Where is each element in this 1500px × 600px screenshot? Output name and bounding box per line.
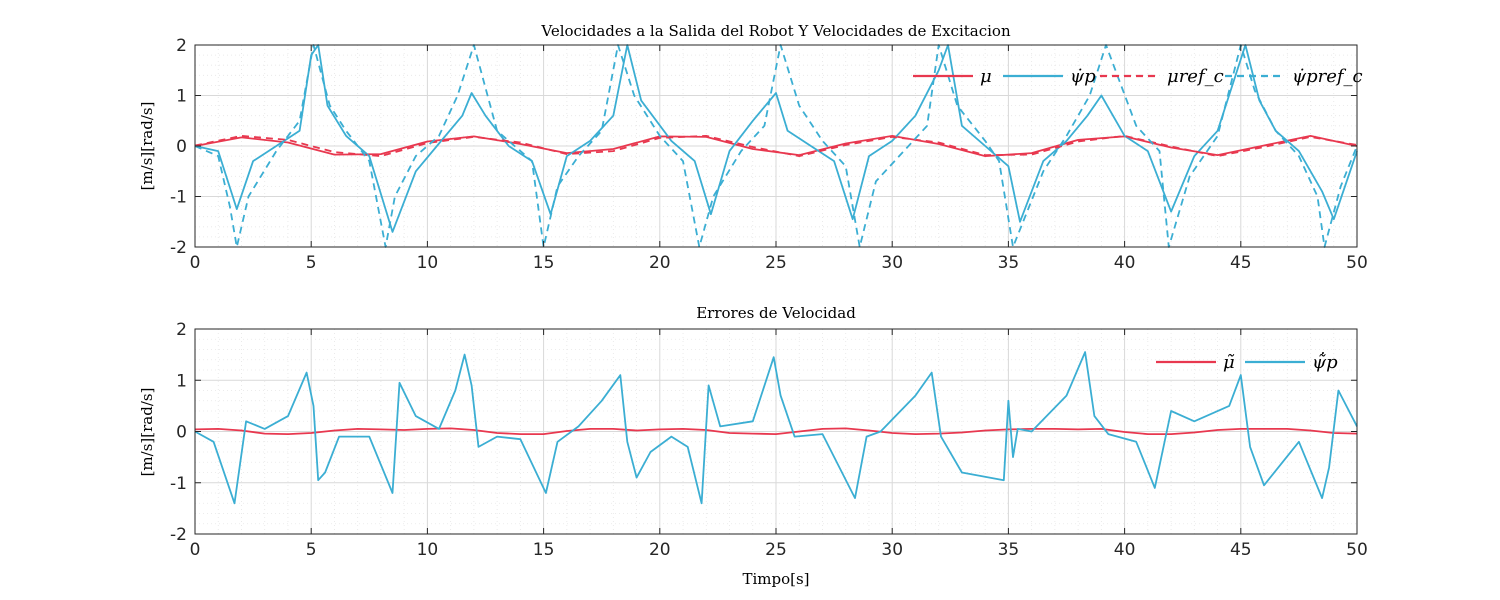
x-tick-label: 15 [533,253,555,273]
series-line-0-1 [194,44,1358,233]
x-tick-label: 40 [1114,253,1136,273]
legend-label-psi: ψ̇p [1070,66,1096,87]
series-line-1-1 [194,351,1358,505]
chart-title-top: Velocidades a la Salida del Robot Y Velo… [540,22,1011,40]
series-line-1-0 [194,427,1358,435]
legend-label-psi-err: ψ̃̇p [1312,350,1338,373]
y-tick-label: 0 [176,423,187,443]
y-tick-label: -2 [170,525,187,545]
x-tick-label: 50 [1346,540,1368,560]
x-tick-label: 50 [1346,253,1368,273]
series-bottom [194,351,1358,505]
x-tick-label: 20 [649,540,671,560]
x-tick-label: 30 [881,253,903,273]
legend-label-mu: μ [980,66,992,87]
y-tick-label: -1 [170,188,187,208]
y-tick-label: -1 [170,474,187,494]
x-tick-label: 40 [1114,540,1136,560]
y-axis-label-top: [m/s][rad/s] [138,102,156,191]
x-tick-label: 10 [417,253,439,273]
legend-label-psi-ref: ψ̇pref_c [1292,66,1363,87]
x-tick-label: 45 [1230,540,1252,560]
y-axis-label-bottom: [m/s][rad/s] [138,388,156,477]
x-tick-label: 35 [998,253,1020,273]
x-tick-label: 45 [1230,253,1252,273]
x-tick-label: 15 [533,540,555,560]
y-tick-label: 1 [176,87,187,107]
legend-bottom: μ̃ ψ̃̇p [1156,350,1338,373]
y-tick-label: 0 [176,137,187,157]
x-tick-label: 0 [190,540,201,560]
y-tick-label: 2 [176,320,187,340]
legend-label-mu-err: μ̃ [1223,352,1235,373]
x-tick-label: 35 [998,540,1020,560]
series-line-0-2 [194,135,1358,157]
chart-title-bottom: Errores de Velocidad [696,304,856,322]
x-tick-label: 25 [765,253,787,273]
x-axis-label-bottom: Timpo[s] [742,570,809,588]
legend-top: μ ψ̇p μref_c ψ̇pref_c [913,66,1363,87]
x-tick-label: 20 [649,253,671,273]
y-tick-label: -2 [170,238,187,258]
x-tick-label: 0 [190,253,201,273]
x-tick-label: 5 [306,253,317,273]
x-tick-label: 10 [417,540,439,560]
x-tick-label: 30 [881,540,903,560]
y-tick-label: 1 [176,371,187,391]
legend-label-mu-ref: μref_c [1167,66,1224,87]
y-tick-label: 2 [176,36,187,56]
x-tick-label: 5 [306,540,317,560]
x-tick-label: 25 [765,540,787,560]
